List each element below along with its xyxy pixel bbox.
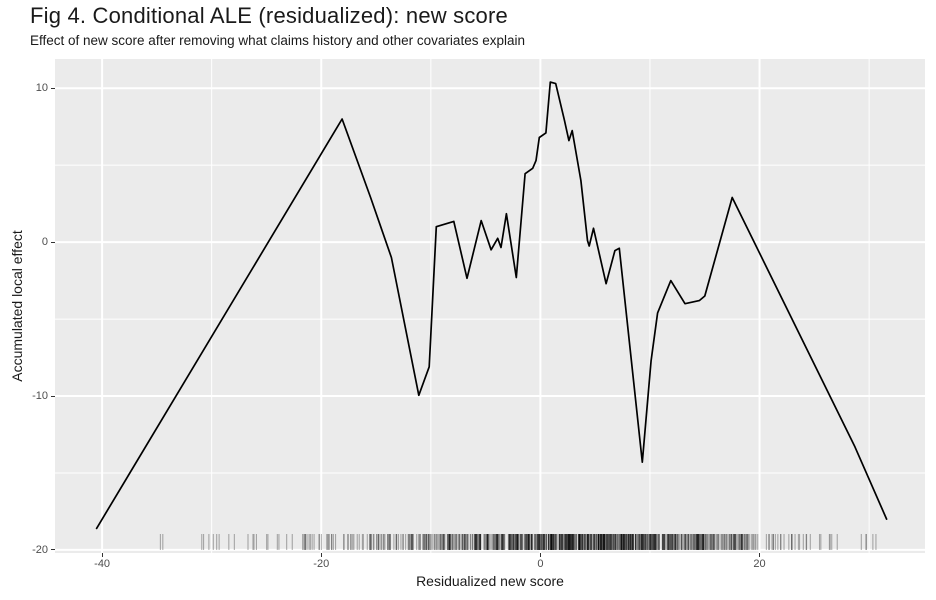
- y-tick-label: -20: [32, 543, 48, 556]
- y-axis-title: Accumulated local effect: [9, 230, 25, 382]
- x-tick-label: -40: [94, 558, 111, 570]
- y-tick-label: 0: [41, 236, 48, 249]
- y-tick-label: -10: [32, 390, 48, 403]
- figure-subtitle: Effect of new score after removing what …: [30, 33, 525, 48]
- x-tick-mark: [539, 553, 541, 557]
- figure-title: Fig 4. Conditional ALE (residualized): n…: [30, 3, 508, 28]
- y-tick-mark: [51, 395, 55, 397]
- x-tick-mark: [101, 553, 103, 557]
- rug-marks: [159, 534, 877, 550]
- plot-panel: [55, 59, 925, 553]
- x-tick-mark: [320, 553, 322, 557]
- y-tick-mark: [51, 87, 55, 89]
- x-tick-mark: [759, 553, 761, 557]
- x-tick-label: 20: [753, 558, 766, 570]
- x-tick-label: 0: [537, 558, 544, 570]
- y-tick-label: 10: [35, 82, 48, 95]
- ale-line-chart: [55, 59, 925, 553]
- x-tick-label: -20: [313, 558, 330, 570]
- y-tick-mark: [51, 241, 55, 243]
- y-tick-mark: [51, 549, 55, 551]
- x-axis-title: Residualized new score: [416, 573, 564, 589]
- ale-line: [95, 81, 888, 530]
